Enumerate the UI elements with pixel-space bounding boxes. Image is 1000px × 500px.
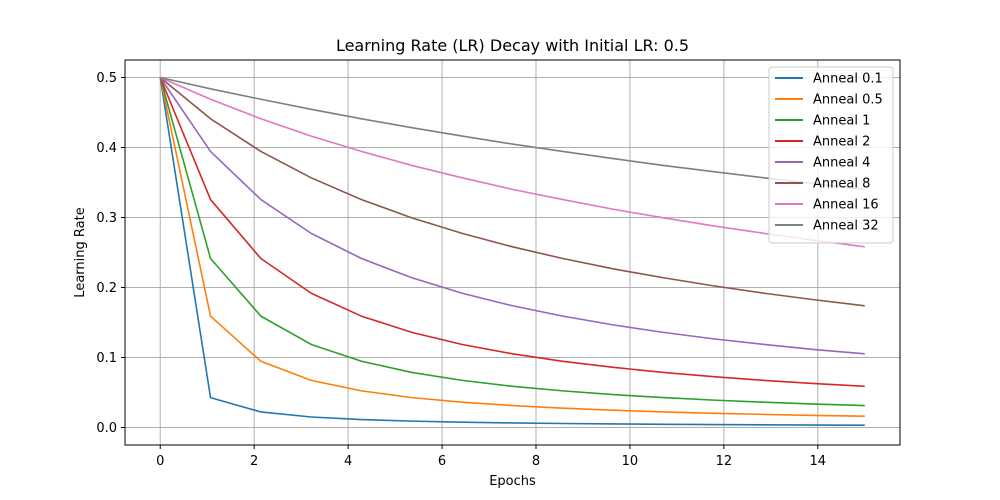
y-tick-label: 0.5 <box>96 71 117 86</box>
y-tick-label: 0.0 <box>96 421 117 436</box>
series-line-anneal-1 <box>159 77 865 407</box>
legend: Anneal 0.1 Anneal 0.5 Anneal 1 Anneal 2 Anne… <box>768 66 894 244</box>
series-line-anneal-2 <box>159 77 865 388</box>
y-tick-label: 0.4 <box>96 141 117 156</box>
x-tick-label: 0 <box>156 454 164 469</box>
x-tick-label: 14 <box>810 454 827 469</box>
series-line-anneal-0-5 <box>159 77 865 418</box>
series-line-anneal-0-1 <box>159 77 865 426</box>
x-tick-label: 10 <box>622 454 639 469</box>
legend-label: Anneal 2 <box>813 135 870 150</box>
y-tick-label: 0.3 <box>96 211 117 226</box>
series-line-anneal-32 <box>160 76 865 191</box>
series-line-anneal-16 <box>159 76 865 248</box>
y-axis-label: Learning Rate <box>73 207 88 297</box>
series-line-anneal-8 <box>159 76 865 307</box>
x-tick-label: 6 <box>438 454 446 469</box>
series-line-anneal-4 <box>159 77 865 355</box>
x-tick-label: 2 <box>250 454 258 469</box>
legend-box <box>768 66 894 244</box>
y-tick-label: 0.2 <box>96 281 117 296</box>
x-tick-label: 4 <box>344 454 352 469</box>
plot-frame <box>124 59 901 446</box>
legend-label: Anneal 8 <box>813 177 870 192</box>
x-tick-label: 8 <box>532 454 540 469</box>
chart-title: Learning Rate (LR) Decay with Initial LR… <box>336 36 689 55</box>
x-axis-label: Epochs <box>489 474 536 489</box>
ticks-layer: 0 2 4 6 8 10 12 14 0.0 0.1 0.2 0.3 0.4 0.5 <box>96 71 826 469</box>
legend-label: Anneal 4 <box>813 156 870 171</box>
legend-label: Anneal 16 <box>813 198 879 213</box>
legend-label: Anneal 32 <box>813 219 879 234</box>
legend-label: Anneal 0.5 <box>813 93 883 108</box>
x-tick-label: 12 <box>716 454 733 469</box>
y-tick-label: 0.1 <box>96 351 117 366</box>
legend-label: Anneal 1 <box>813 114 870 129</box>
legend-label: Anneal 0.1 <box>813 72 883 87</box>
series-layer <box>159 76 865 426</box>
